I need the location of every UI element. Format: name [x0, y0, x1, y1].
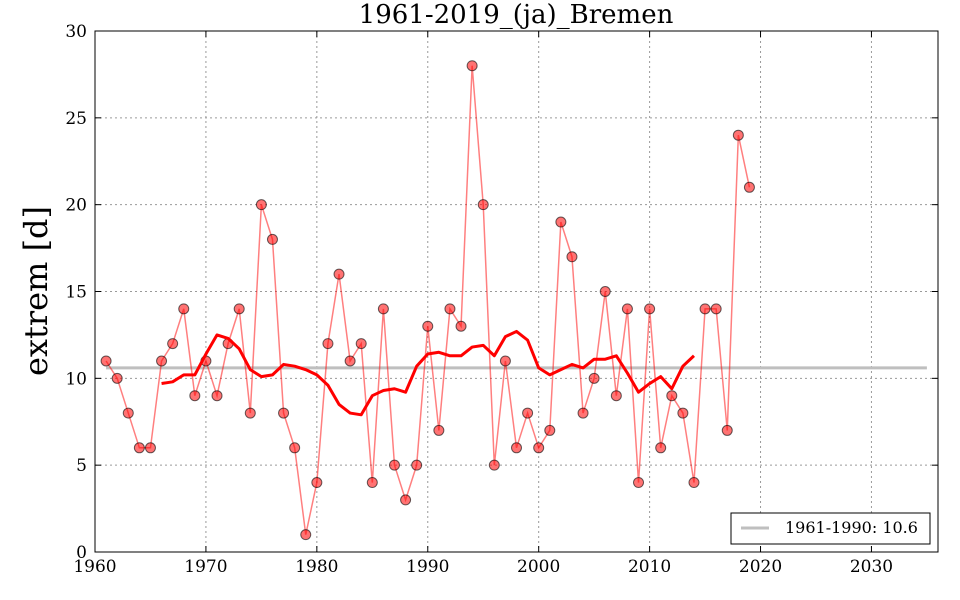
annual-data-point [289, 442, 301, 454]
annual-data-point [610, 390, 622, 402]
x-tick-label: 2020 [739, 557, 782, 577]
annual-data-point [377, 303, 389, 315]
annual-data-point [621, 303, 633, 315]
annual-data-point [666, 390, 678, 402]
annual-data-point [655, 442, 667, 454]
chart-title: 1961-2019_(ja)_Bremen [359, 0, 674, 30]
annual-data-point [599, 286, 611, 297]
annual-data-point [477, 199, 489, 211]
annual-data-point [400, 494, 412, 506]
annual-data-point [577, 407, 589, 419]
y-tick-label: 15 [65, 283, 87, 303]
x-tick-label: 1970 [184, 557, 227, 577]
annual-data-point [366, 477, 378, 489]
smoothed-series-line [161, 329, 696, 417]
axis-ticks [94, 30, 938, 553]
annual-data-point [566, 251, 578, 263]
x-tick-label: 1990 [406, 557, 449, 577]
x-tick-label: 2000 [517, 557, 560, 577]
annual-data-point [388, 459, 400, 471]
annual-data-point [533, 442, 545, 454]
annual-data-point [710, 303, 722, 315]
annual-data-point [455, 320, 467, 332]
annual-data-point [311, 477, 323, 489]
annual-data-point [244, 407, 256, 419]
annual-data-point [743, 181, 755, 193]
y-tick-label: 10 [65, 369, 87, 389]
annual-data-point [433, 424, 445, 436]
y-tick-label: 0 [76, 543, 87, 563]
annual-data-point [344, 355, 356, 367]
annual-data-point [466, 60, 478, 72]
legend: 1961-1990: 10.6 [730, 512, 931, 545]
annual-data-point [355, 338, 367, 350]
annual-data-point [322, 338, 334, 350]
y-axis-label: extrem [d] [17, 206, 55, 376]
annual-data-point [133, 442, 145, 454]
annual-data-point [167, 338, 179, 350]
annual-data-point [555, 216, 567, 228]
y-tick-label: 20 [65, 196, 87, 216]
annual-data-point [422, 320, 434, 332]
annual-data-point [122, 407, 134, 419]
annual-data-point [333, 268, 345, 280]
x-tick-label: 2030 [850, 557, 893, 577]
y-tick-label: 25 [65, 109, 87, 129]
x-tick-label: 1980 [295, 557, 338, 577]
annual-data-point [255, 199, 267, 211]
annual-data-point [444, 303, 456, 315]
annual-data-point [144, 442, 156, 454]
annual-data-point [411, 459, 423, 471]
x-axis-tick-labels: 1960 1970 1980 1990 2000 2010 2020 2030 [73, 557, 893, 577]
x-tick-label: 2010 [628, 557, 671, 577]
annual-data-point [588, 372, 600, 384]
legend-label: 1961-1990: 10.6 [785, 518, 918, 537]
annual-data-point [699, 303, 711, 315]
x-tick-label: 1960 [73, 557, 116, 577]
annual-series-points [100, 60, 755, 541]
annual-data-point [233, 303, 245, 315]
annual-data-point [266, 233, 278, 245]
annual-data-point [100, 355, 112, 367]
y-tick-label: 5 [76, 456, 87, 476]
annual-data-point [721, 424, 733, 436]
annual-data-point [278, 407, 290, 419]
annual-data-point [644, 303, 656, 315]
annual-data-point [732, 129, 744, 141]
annual-data-point [688, 477, 700, 489]
annual-data-point [111, 372, 123, 384]
grid [95, 31, 938, 552]
annual-data-point [178, 303, 190, 315]
annual-data-point [499, 355, 511, 367]
annual-data-point [156, 355, 168, 367]
annual-data-point [488, 459, 500, 471]
annual-data-point [633, 477, 645, 489]
annual-data-point [677, 407, 689, 419]
annual-data-point [211, 390, 223, 402]
annual-data-point [189, 390, 201, 402]
annual-data-point [544, 424, 556, 436]
y-axis-tick-labels: 0 5 10 15 20 25 30 [65, 22, 87, 563]
annual-data-point [511, 442, 522, 454]
annual-data-point [300, 529, 312, 541]
annual-data-point [522, 407, 534, 419]
y-tick-label: 30 [65, 22, 87, 42]
